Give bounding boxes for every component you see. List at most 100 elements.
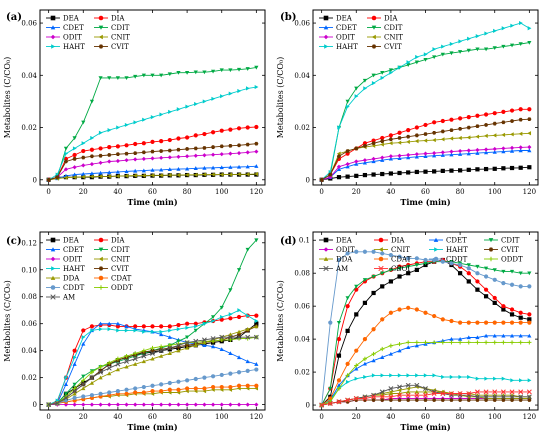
legend-marker-dea bbox=[50, 237, 56, 243]
data-point-cvit bbox=[254, 141, 259, 146]
legend-label-dia: DIA bbox=[111, 237, 125, 245]
data-point-cboi bbox=[336, 399, 342, 405]
data-point-cdit bbox=[423, 57, 428, 62]
legend-label-cboi: CBOI bbox=[391, 265, 410, 273]
data-point-dia bbox=[475, 279, 480, 284]
data-point-haht bbox=[415, 54, 419, 60]
data-point-dda bbox=[107, 371, 112, 376]
data-point-oddt bbox=[509, 340, 515, 345]
data-point-cdet bbox=[371, 358, 376, 363]
data-point-cnit bbox=[236, 172, 241, 177]
data-point-dea bbox=[380, 171, 385, 177]
data-point-cvit bbox=[228, 144, 233, 148]
data-point-haht bbox=[371, 373, 376, 378]
data-point-cvit bbox=[185, 343, 190, 348]
legend-label-dia: DIA bbox=[391, 237, 405, 245]
data-point-cdet bbox=[380, 158, 385, 162]
legend-marker-cdet bbox=[50, 25, 56, 30]
data-point-haht bbox=[510, 23, 515, 28]
data-point-cdit bbox=[509, 43, 515, 48]
data-point-odit bbox=[219, 402, 224, 407]
legend: DEA DIA CDET CDIT ODIT CNIT HAHT CVIT DDA CDAT CDD… bbox=[319, 237, 523, 273]
data-point-cnit bbox=[432, 137, 436, 143]
data-point-cboi bbox=[509, 389, 515, 395]
data-point-oddt bbox=[449, 340, 454, 345]
data-point-oddt bbox=[406, 340, 411, 345]
data-point-oddt bbox=[98, 364, 103, 369]
data-point-odit bbox=[354, 159, 359, 164]
data-point-dia bbox=[124, 143, 129, 148]
legend-label-cddt: CDDT bbox=[446, 256, 468, 264]
legend-label-dea: DEA bbox=[336, 15, 353, 23]
data-point-cboi bbox=[423, 392, 428, 398]
data-point-cvit bbox=[423, 398, 428, 402]
data-point-dia bbox=[193, 133, 198, 138]
data-point-dia bbox=[518, 107, 523, 112]
data-point-dea bbox=[336, 175, 342, 180]
legend-label-am: AM bbox=[335, 265, 348, 273]
data-point-cddt bbox=[210, 374, 216, 379]
x-tick-label: 100 bbox=[215, 188, 228, 196]
legend-label-cdet: CDET bbox=[446, 237, 467, 245]
data-point-cvit bbox=[492, 398, 497, 402]
x-tick-label: 80 bbox=[183, 413, 192, 421]
data-point-am bbox=[526, 394, 532, 400]
data-point-cdet bbox=[371, 159, 376, 164]
data-point-cvit bbox=[354, 146, 359, 151]
data-point-am bbox=[72, 388, 78, 394]
data-point-cdet bbox=[362, 160, 368, 165]
data-point-am bbox=[379, 389, 385, 395]
data-point-oddt bbox=[228, 337, 233, 342]
legend-label-cvit: CVIT bbox=[111, 43, 129, 51]
legend-marker-cvit bbox=[488, 247, 494, 252]
data-point-cdet bbox=[98, 170, 103, 175]
data-point-am bbox=[150, 350, 155, 356]
data-point-haht bbox=[371, 81, 376, 86]
data-point-cvit bbox=[141, 150, 146, 155]
data-point-cboi bbox=[440, 391, 446, 396]
data-point-dea bbox=[354, 312, 359, 317]
data-point-cdit bbox=[492, 268, 497, 273]
data-point-am bbox=[397, 384, 402, 390]
data-point-cvit bbox=[89, 154, 95, 159]
panel-2: (b) 0 20 40 60 80 100 120 0 0.02 0.04 0.06 Time (min… bbox=[276, 9, 539, 207]
data-point-cdet bbox=[501, 149, 506, 154]
data-point-dea bbox=[509, 165, 515, 171]
data-point-cdit bbox=[380, 271, 385, 276]
data-point-dia bbox=[150, 139, 155, 145]
data-point-haht bbox=[380, 75, 385, 81]
x-tick-label: 60 bbox=[148, 413, 157, 421]
legend-label-cvit: CVIT bbox=[384, 43, 402, 51]
data-point-haht bbox=[133, 328, 138, 333]
data-point-cddt bbox=[354, 249, 359, 254]
data-point-cddt bbox=[219, 372, 224, 378]
data-point-cddt bbox=[388, 252, 393, 258]
data-point-cvit bbox=[124, 151, 129, 156]
data-point-cdit bbox=[414, 263, 419, 268]
data-point-cddt bbox=[466, 266, 471, 271]
data-point-cvit bbox=[345, 149, 350, 153]
data-point-cvit bbox=[150, 348, 155, 353]
data-point-cvit bbox=[219, 144, 224, 149]
legend-marker-dia bbox=[378, 237, 384, 243]
data-point-cdat bbox=[449, 318, 454, 324]
data-point-am bbox=[98, 369, 104, 375]
legend-marker-cdit bbox=[98, 247, 104, 252]
legend-marker-cboi bbox=[378, 265, 384, 272]
legend-marker-oddt bbox=[98, 285, 104, 290]
data-point-cvit bbox=[397, 136, 402, 140]
data-point-cnit bbox=[423, 138, 428, 143]
data-point-odit bbox=[254, 402, 259, 407]
data-point-haht bbox=[228, 91, 233, 96]
data-point-dia bbox=[81, 328, 86, 333]
data-point-dia bbox=[423, 122, 428, 128]
data-point-dea bbox=[458, 271, 463, 276]
data-point-cnit bbox=[167, 172, 172, 178]
data-point-am bbox=[193, 338, 199, 344]
data-point-cboi bbox=[500, 389, 506, 395]
data-point-dia bbox=[236, 126, 242, 131]
data-point-cdet bbox=[219, 165, 224, 170]
data-point-dea bbox=[406, 271, 411, 276]
legend-label-dda: DDA bbox=[63, 275, 80, 283]
data-point-cboi bbox=[466, 391, 472, 396]
